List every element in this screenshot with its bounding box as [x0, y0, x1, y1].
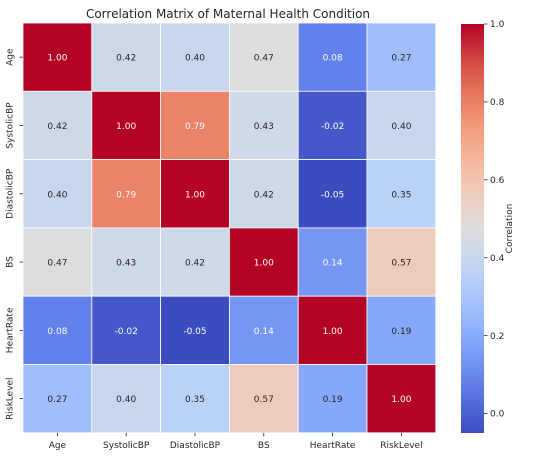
heatmap-cell: [366, 159, 437, 229]
heatmap-cell: [228, 227, 299, 297]
heatmap-cells: 1.00 0.42 0.40 0.47 0.08 0.27 0.42 1.00 0.79 0.43…: [22, 22, 437, 434]
cell-value-label: 0.42: [185, 259, 205, 269]
heatmap-cell: [22, 295, 93, 365]
cell-value-label: 0.19: [323, 395, 343, 405]
cell-value-label: -0.02: [115, 327, 138, 337]
cell-value-label: 0.42: [116, 54, 136, 64]
colorbar-tick-label: 0.4: [490, 254, 505, 264]
cell-value-label: 0.43: [254, 122, 274, 132]
column-tick-label: HeartRate: [310, 441, 356, 451]
cell-value-label: 0.40: [47, 190, 67, 200]
heatmap-cell: [91, 90, 162, 161]
heatmap-cell: [366, 364, 437, 434]
row-tick-label: RiskLevel: [6, 377, 16, 419]
row-tick-label: HeartRate: [6, 307, 16, 353]
cell-value-label: 0.79: [185, 122, 205, 132]
cell-value-label: 0.40: [391, 122, 411, 132]
heatmap-cell: [366, 22, 437, 92]
heatmap-cell: [228, 295, 299, 365]
heatmap-cell: [160, 22, 230, 92]
cell-value-label: 0.42: [47, 122, 67, 132]
heatmap-cell: [228, 159, 299, 229]
heatmap-cell: [366, 227, 437, 297]
cell-value-label: 0.35: [391, 190, 411, 200]
cell-value-label: 0.19: [391, 327, 411, 337]
cell-value-label: 0.47: [47, 259, 67, 269]
colorbar-gradient: [461, 24, 484, 433]
heatmap-cell: [366, 90, 437, 161]
heatmap-cell: [228, 90, 299, 161]
cell-value-label: 1.00: [323, 327, 343, 337]
heatmap-cell: [22, 364, 93, 434]
heatmap-cell: [160, 227, 230, 297]
colorbar-tick-label: 0.2: [490, 332, 504, 342]
cell-value-label: -0.02: [321, 122, 344, 132]
cell-value-label: 0.40: [185, 54, 205, 64]
cell-value-label: 0.14: [323, 259, 343, 269]
heatmap-cell: [22, 22, 93, 92]
cell-value-label: 0.43: [116, 259, 136, 269]
row-tick-label: DiastolicBP: [6, 168, 16, 219]
cell-value-label: 1.00: [47, 54, 67, 64]
heatmap-cell: [91, 22, 162, 92]
cell-value-label: 1.00: [391, 395, 411, 405]
colorbar-tick-label: 1.0: [490, 20, 505, 30]
cell-value-label: 0.08: [323, 54, 343, 64]
colorbar-label: Correlation: [505, 204, 515, 254]
heatmap-cell: [160, 295, 230, 365]
colorbar-tick-label: 0.8: [490, 98, 505, 108]
cell-value-label: 0.57: [391, 259, 411, 269]
row-tick-labels: Age SystolicBP DiastolicBP BS HeartRate RiskL…: [6, 48, 23, 420]
heatmap-cell: [297, 159, 368, 229]
cell-value-label: 0.42: [254, 190, 274, 200]
row-tick-label: SystolicBP: [6, 102, 16, 149]
cell-value-label: 1.00: [116, 122, 136, 132]
heatmap-cell: [297, 22, 368, 92]
cell-value-label: 0.35: [185, 395, 205, 405]
cell-value-label: 1.00: [185, 190, 205, 200]
heatmap-cell: [22, 227, 93, 297]
row-tick-label: Age: [6, 48, 16, 66]
chart-title: Correlation Matrix of Maternal Health Co…: [86, 7, 370, 21]
column-tick-label: DiastolicBP: [170, 441, 221, 451]
column-tick-labels: Age SystolicBP DiastolicBP BS HeartRate RiskL…: [49, 432, 423, 451]
cell-value-label: -0.05: [321, 190, 344, 200]
heatmap-cell: [91, 227, 162, 297]
cell-value-label: 0.40: [116, 395, 136, 405]
cell-value-label: 0.79: [116, 190, 136, 200]
colorbar-tick-label: 0.0: [490, 410, 505, 420]
cell-value-label: 0.27: [47, 395, 67, 405]
heatmap-cell: [297, 227, 368, 297]
column-tick-label: BS: [258, 441, 270, 451]
column-tick-label: RiskLevel: [380, 441, 422, 451]
heatmap-cell: [297, 364, 368, 434]
heatmap-cell: [366, 295, 437, 365]
column-tick-label: SystolicBP: [103, 441, 150, 451]
heatmap-cell: [297, 295, 368, 365]
heatmap-cell: [228, 22, 299, 92]
cell-value-label: 0.47: [254, 54, 274, 64]
cell-value-label: 0.14: [254, 327, 274, 337]
colorbar: 0.0 0.2 0.4 0.6 0.8 1.0 Correlation: [461, 20, 515, 433]
cell-value-label: 0.57: [254, 395, 274, 405]
cell-value-label: 0.08: [47, 327, 67, 337]
cell-value-label: 1.00: [254, 259, 274, 269]
heatmap-cell: [91, 159, 162, 229]
cell-value-label: 0.27: [391, 54, 411, 64]
column-tick-label: Age: [49, 441, 67, 451]
heatmap-cell: [22, 159, 93, 229]
row-tick-label: BS: [6, 256, 16, 268]
colorbar-tick-label: 0.6: [490, 176, 505, 186]
cell-value-label: -0.05: [183, 327, 206, 337]
